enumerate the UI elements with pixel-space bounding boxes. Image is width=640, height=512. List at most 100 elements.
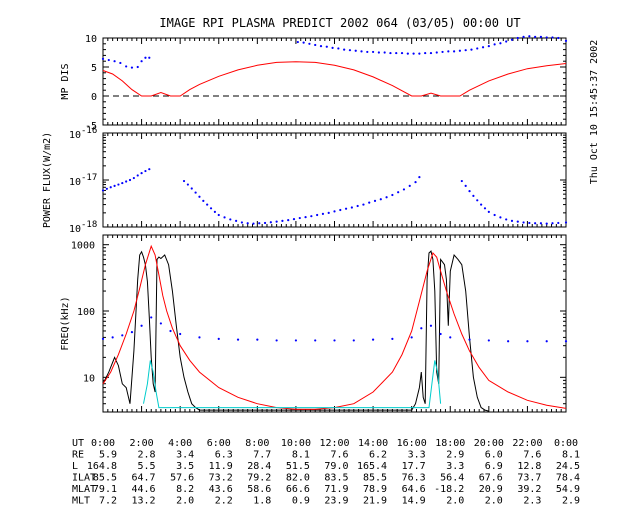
table-row-label: MLT [72, 496, 90, 507]
data-point [121, 181, 124, 185]
table-row-label: RE [72, 450, 84, 461]
table-cell: 78.4 [556, 473, 580, 484]
table-cell: 12.8 [517, 461, 541, 472]
data-point [429, 324, 433, 327]
table-cell: 28.4 [247, 461, 271, 472]
data-point [130, 66, 134, 69]
table-cell: 7.2 [99, 496, 117, 507]
y-tick-exponent: -18 [81, 220, 97, 230]
table-cell: 6.3 [215, 450, 233, 461]
data-point [354, 49, 357, 52]
figure-title: IMAGE RPI PLASMA PREDICT 2002 064 (03/05… [159, 16, 520, 30]
table-cell: 2.9 [446, 450, 464, 461]
table-row-label: MLAT [72, 484, 96, 495]
table-cell: 0.9 [292, 496, 310, 507]
data-point [480, 203, 483, 206]
table-cell: 2:00 [130, 438, 154, 449]
data-point [483, 207, 487, 210]
table-row-label: ILAT [72, 473, 96, 484]
data-point [144, 56, 147, 59]
data-point [113, 60, 116, 63]
data-point [113, 184, 116, 187]
table-cell: 8:00 [245, 438, 269, 449]
table-cell: 54.9 [556, 484, 580, 495]
data-point [136, 65, 139, 69]
panel-freq: 10 100 1000 FREQ(kHz) [60, 234, 568, 413]
table-row-label: L [72, 461, 78, 472]
data-point [464, 49, 467, 52]
data-point [140, 60, 143, 63]
data-point [557, 36, 560, 40]
data-point [522, 221, 525, 224]
data-point [298, 216, 301, 220]
data-point [140, 172, 143, 175]
data-point [510, 219, 514, 222]
panel-frame [102, 37, 567, 126]
data-point [235, 219, 238, 222]
data-point [528, 221, 531, 225]
data-point [373, 199, 377, 202]
data-point [408, 184, 411, 187]
data-point [117, 183, 120, 186]
series-flux [101, 168, 568, 225]
data-point [545, 340, 548, 343]
data-point [412, 52, 415, 55]
table-cell: 7.6 [330, 450, 348, 461]
data-point [304, 216, 307, 219]
data-point [333, 339, 336, 342]
data-point [316, 213, 319, 217]
series-line [102, 244, 567, 410]
table-cell: 4:00 [168, 438, 192, 449]
data-point [150, 316, 153, 319]
y-tick-exponent: -17 [81, 173, 97, 183]
data-point [294, 339, 298, 342]
series-cyclotron [143, 360, 442, 409]
data-point [385, 196, 388, 199]
table-cell: 12:00 [319, 438, 349, 449]
y-tick-exponent: -16 [81, 126, 97, 136]
data-point [545, 36, 548, 39]
data-point [464, 184, 467, 187]
data-point [136, 174, 139, 177]
data-point [551, 36, 554, 39]
data-point [229, 218, 232, 221]
y-tick-label: -5 [85, 121, 97, 132]
table-cell: -18.2 [434, 484, 464, 495]
data-point [101, 337, 105, 340]
data-point [236, 338, 240, 341]
y-tick-label: 10 [83, 373, 95, 384]
data-point [468, 338, 471, 341]
table-cell: 14:00 [358, 438, 388, 449]
table-cell: 8.1 [562, 450, 580, 461]
data-point [190, 187, 193, 190]
table-cell: 17.7 [402, 461, 426, 472]
data-point [505, 218, 508, 221]
data-point [371, 50, 375, 54]
data-point [429, 51, 433, 55]
data-point [121, 334, 124, 337]
data-point [331, 46, 334, 49]
data-point [111, 336, 114, 339]
table-cell: 22:00 [512, 438, 542, 449]
data-point [379, 198, 382, 201]
table-cell: 14.9 [402, 496, 426, 507]
data-point [125, 180, 128, 183]
data-point [148, 56, 151, 59]
data-point [395, 51, 398, 55]
series-measured [101, 35, 568, 69]
data-point [449, 336, 452, 339]
y-tick-label: 10 [69, 130, 81, 141]
data-point [420, 327, 423, 330]
data-point [179, 332, 182, 336]
data-point [564, 221, 568, 224]
data-point [109, 186, 112, 189]
data-point [406, 52, 409, 55]
table-cell: 73.7 [517, 473, 541, 484]
data-point [383, 51, 386, 54]
table-cell: 8.2 [176, 484, 194, 495]
data-point [140, 324, 143, 327]
data-point [414, 181, 417, 184]
data-point [206, 203, 209, 206]
data-point [362, 203, 365, 206]
